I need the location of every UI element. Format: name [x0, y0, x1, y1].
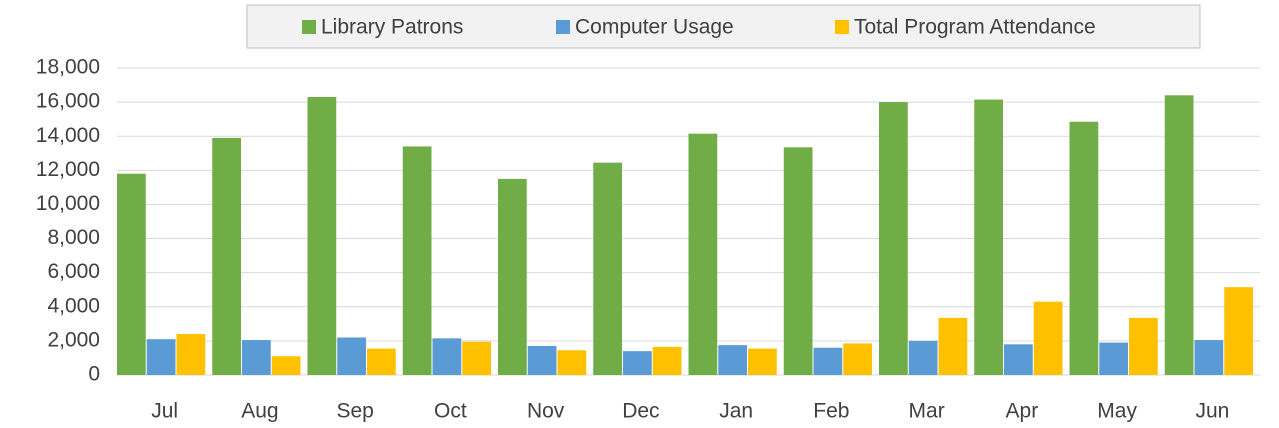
legend-label: Computer Usage	[575, 16, 734, 39]
bar	[117, 173, 146, 375]
bar	[718, 345, 747, 375]
x-tick-label: Oct	[434, 400, 467, 423]
x-tick-label: Sep	[336, 400, 373, 423]
y-tick-label: 8,000	[47, 226, 100, 249]
bar	[1004, 344, 1033, 375]
x-tick-label: Dec	[622, 400, 659, 423]
bar	[1033, 301, 1063, 375]
x-tick-label: Jan	[719, 400, 753, 423]
bar	[242, 340, 271, 375]
legend-label: Total Program Attendance	[854, 16, 1096, 39]
bar	[843, 343, 872, 375]
y-tick-label: 12,000	[36, 158, 100, 181]
y-tick-label: 0	[88, 363, 100, 386]
y-tick-label: 2,000	[47, 328, 100, 351]
bar	[271, 356, 301, 375]
y-tick-label: 14,000	[36, 124, 100, 147]
bar	[557, 350, 587, 375]
y-tick-label: 10,000	[36, 192, 100, 215]
x-tick-label: Nov	[527, 400, 565, 423]
bar	[307, 96, 337, 375]
bar	[146, 339, 176, 375]
bar	[402, 146, 432, 375]
x-tick-label: May	[1097, 400, 1137, 423]
bar	[212, 137, 241, 375]
y-tick-label: 4,000	[47, 294, 100, 317]
bar	[974, 99, 1003, 375]
y-tick-label: 16,000	[36, 90, 100, 113]
x-tick-label: Jul	[151, 400, 178, 423]
bar	[462, 341, 491, 375]
x-tick-label: Mar	[909, 400, 945, 423]
x-tick-label: Jun	[1195, 400, 1229, 423]
legend-label: Library Patrons	[321, 16, 463, 39]
bar	[1164, 95, 1194, 376]
bar	[1194, 340, 1224, 375]
bar	[623, 351, 652, 375]
bar	[783, 147, 813, 375]
bar	[432, 338, 462, 375]
bar	[1129, 317, 1158, 375]
bar	[688, 133, 718, 375]
bar	[908, 340, 938, 375]
legend-swatch	[556, 20, 570, 34]
legend-box	[246, 4, 1201, 49]
bar	[813, 347, 843, 375]
x-tick-label: Aug	[241, 400, 278, 423]
legend-swatch	[302, 20, 316, 34]
bar	[1069, 121, 1099, 375]
bar	[652, 346, 682, 375]
y-tick-label: 6,000	[47, 260, 100, 283]
bar	[593, 162, 622, 375]
bar	[1099, 342, 1128, 375]
bar	[367, 348, 396, 375]
y-tick-label: 18,000	[36, 56, 100, 79]
bar	[748, 348, 777, 375]
bar	[527, 346, 557, 375]
bar	[337, 337, 366, 375]
bar	[938, 317, 968, 375]
bar	[176, 334, 206, 375]
legend-swatch	[835, 20, 849, 34]
bar	[1224, 287, 1253, 375]
bar	[879, 102, 908, 375]
x-tick-label: Apr	[1006, 400, 1039, 423]
x-tick-label: Feb	[813, 400, 849, 423]
bar	[498, 178, 527, 375]
